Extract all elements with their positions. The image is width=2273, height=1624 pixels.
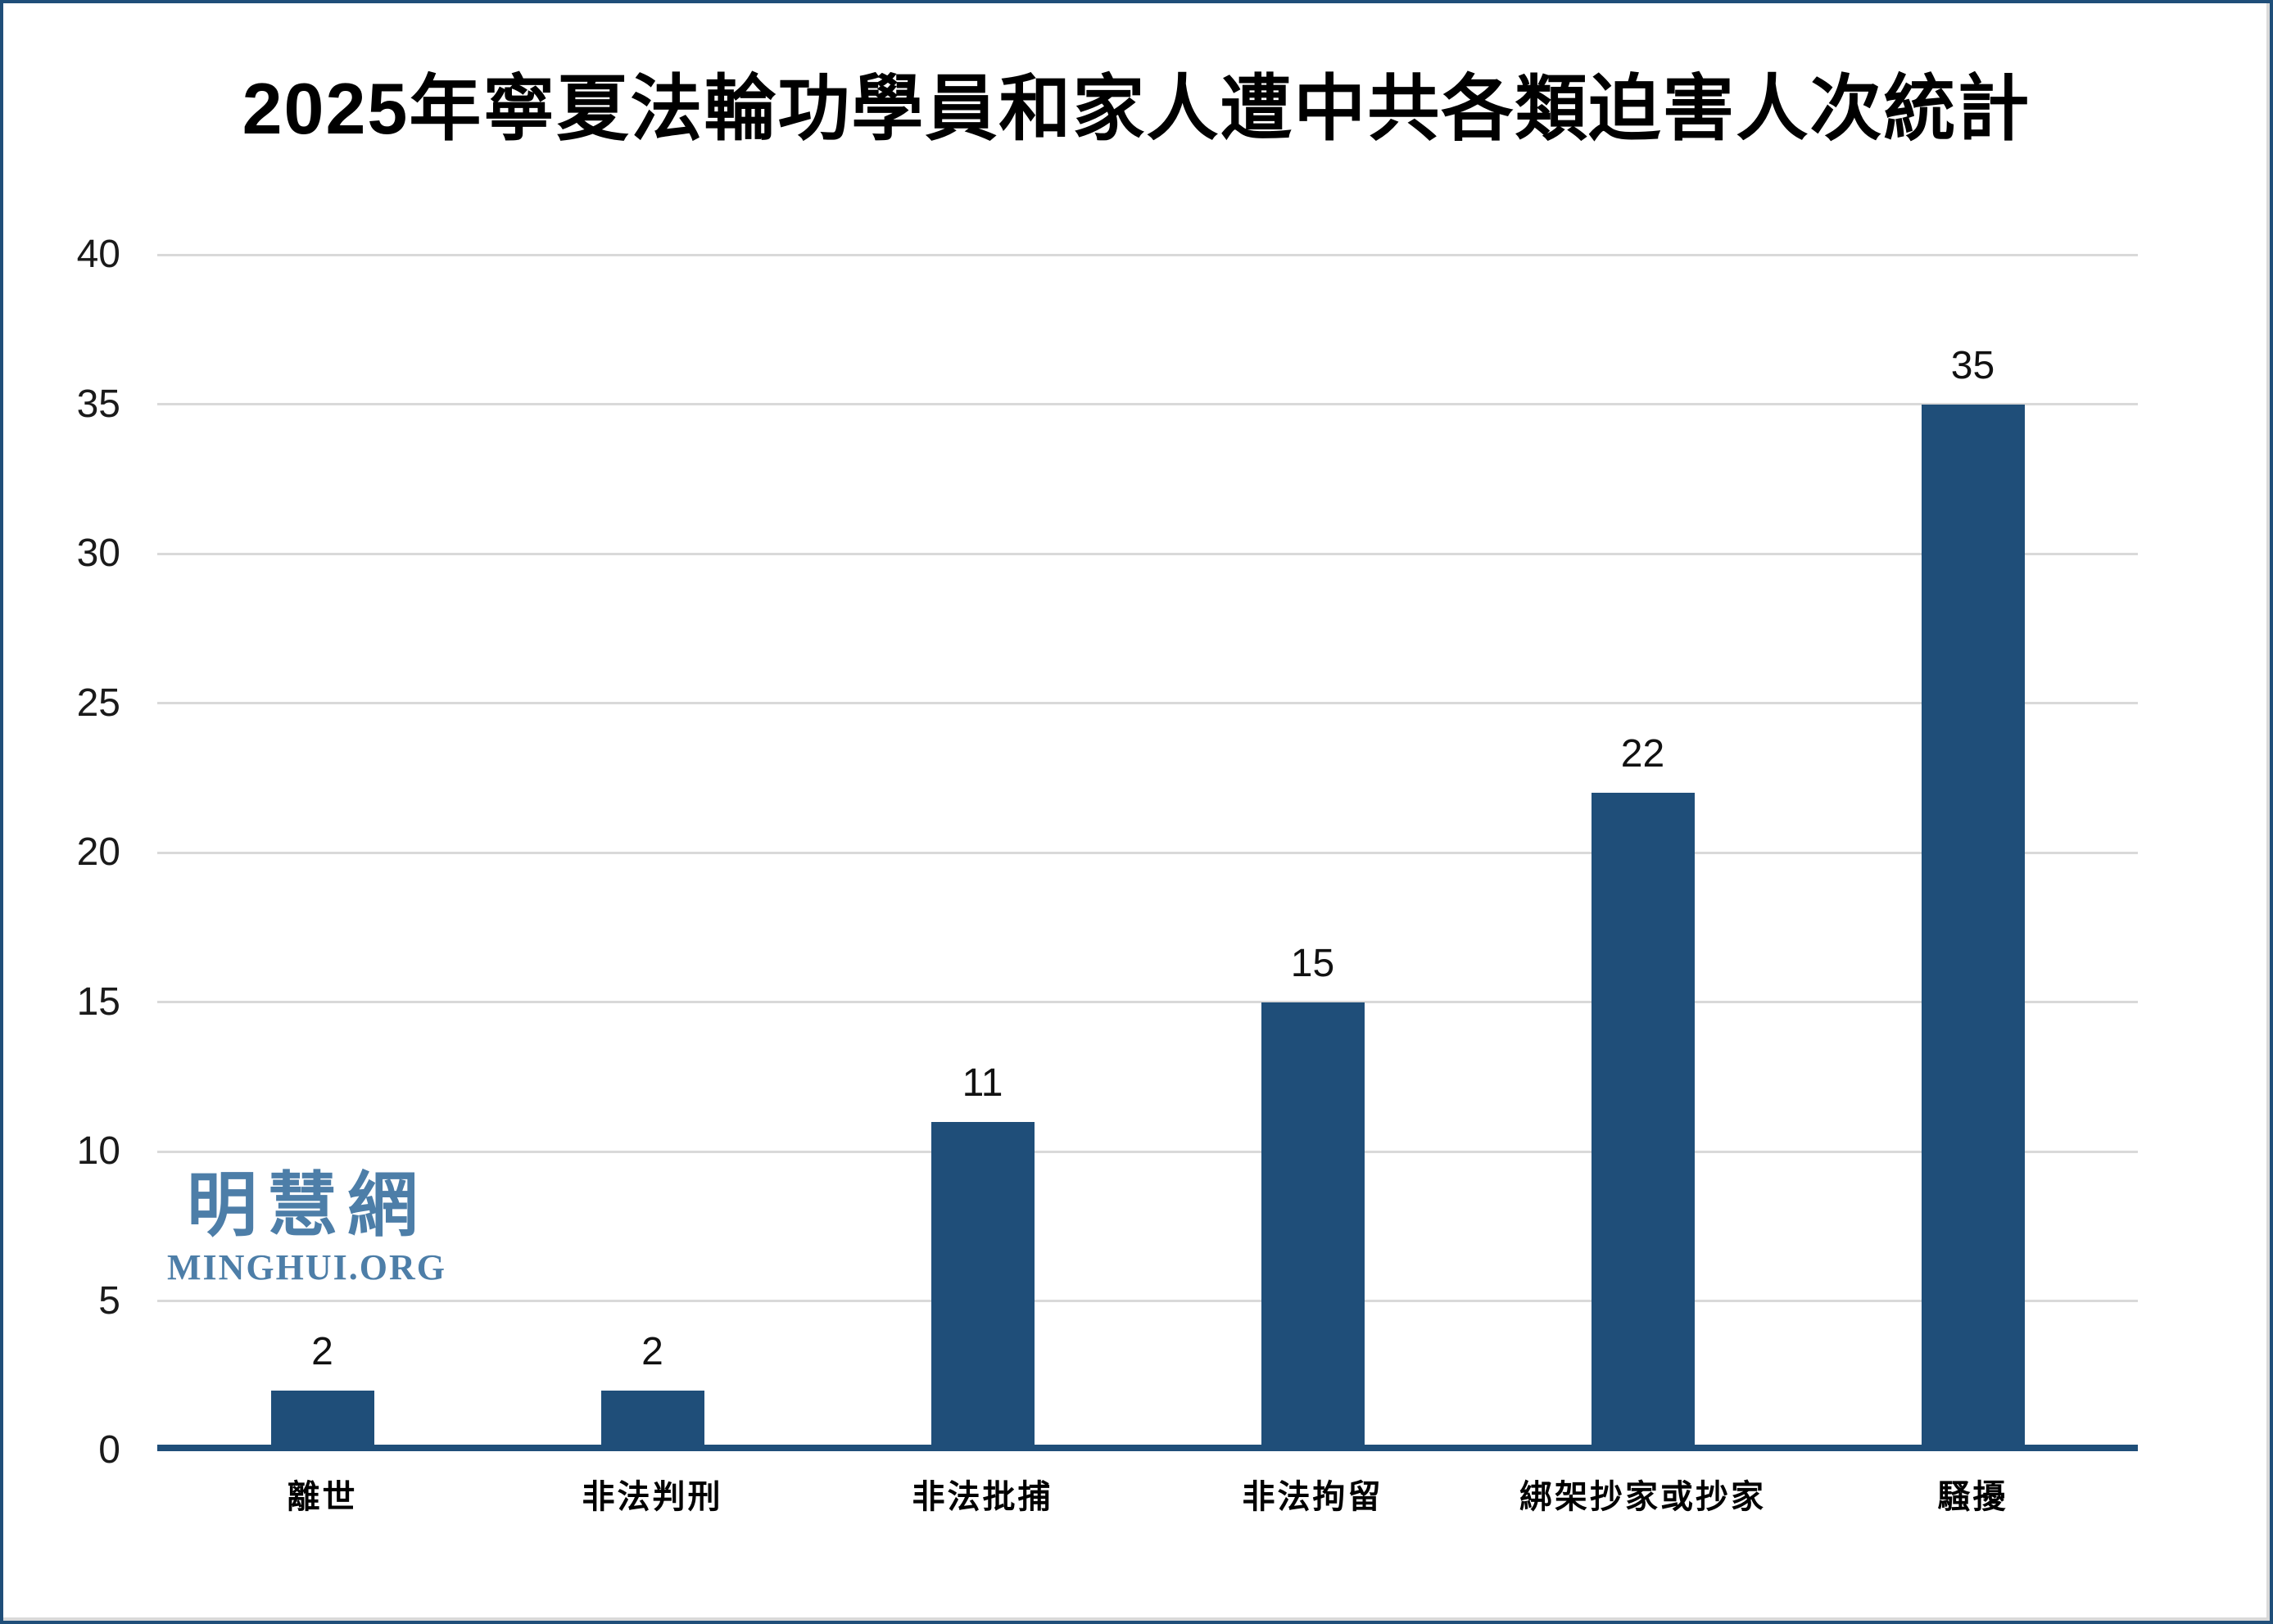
gridline-35: [157, 403, 2138, 405]
plot-area: 0 5 10 15 20 25 30 35 40 2 2 11 15 22 35 離世 非法判刑 非法批捕 非法…: [3, 3, 2270, 1621]
y-tick-label-20: 20: [76, 830, 120, 874]
gridline-40: [157, 253, 2138, 256]
bar-value-label-3: 15: [1290, 941, 1335, 985]
gridline-5: [157, 1300, 2138, 1302]
bar-2: [930, 1121, 1035, 1450]
x-category-label-0: 離世: [287, 1479, 358, 1515]
bar-value-label-0: 2: [311, 1330, 333, 1373]
y-tick-label-40: 40: [76, 233, 120, 276]
bar-1: [600, 1391, 704, 1450]
bar-5: [1921, 404, 2025, 1450]
chart-title: 2025年寧夏法輪功學員和家人遭中共各類迫害人次統計: [242, 68, 2031, 149]
x-category-label-2: 非法批捕: [912, 1479, 1053, 1515]
bar-0: [270, 1391, 374, 1450]
bar-value-label-4: 22: [1620, 732, 1665, 776]
bar-value-label-1: 2: [641, 1330, 663, 1373]
watermark-latin-text: MINGHUI.ORG: [167, 1247, 446, 1287]
y-tick-label-15: 15: [76, 979, 120, 1024]
x-category-label-4: 綁架抄家或抄家: [1519, 1479, 1766, 1515]
x-category-label-5: 騷擾: [1937, 1479, 2008, 1515]
gridline-20: [157, 851, 2138, 854]
bar-value-label-5: 35: [1950, 343, 1995, 387]
y-tick-label-10: 10: [76, 1129, 120, 1173]
x-category-label-1: 非法判刑: [582, 1479, 723, 1515]
bar-4: [1591, 793, 1695, 1450]
y-tick-label-0: 0: [98, 1428, 120, 1472]
watermark-cjk-text: 明慧網: [187, 1166, 428, 1245]
gridline-10: [157, 1150, 2138, 1153]
x-axis-line: [157, 1445, 2138, 1451]
gridline-25: [157, 702, 2138, 704]
gridline-30: [157, 552, 2138, 555]
y-tick-label-35: 35: [76, 382, 120, 426]
minghui-watermark: 明慧網 MINGHUI.ORG: [167, 1166, 446, 1287]
bar-value-label-2: 11: [962, 1061, 1003, 1105]
x-category-label-3: 非法拘留: [1242, 1479, 1383, 1515]
y-tick-label-5: 5: [98, 1278, 120, 1323]
y-tick-label-25: 25: [76, 681, 120, 725]
gridline-15: [157, 1001, 2138, 1003]
y-tick-label-30: 30: [76, 532, 120, 575]
bar-3: [1261, 1002, 1365, 1450]
